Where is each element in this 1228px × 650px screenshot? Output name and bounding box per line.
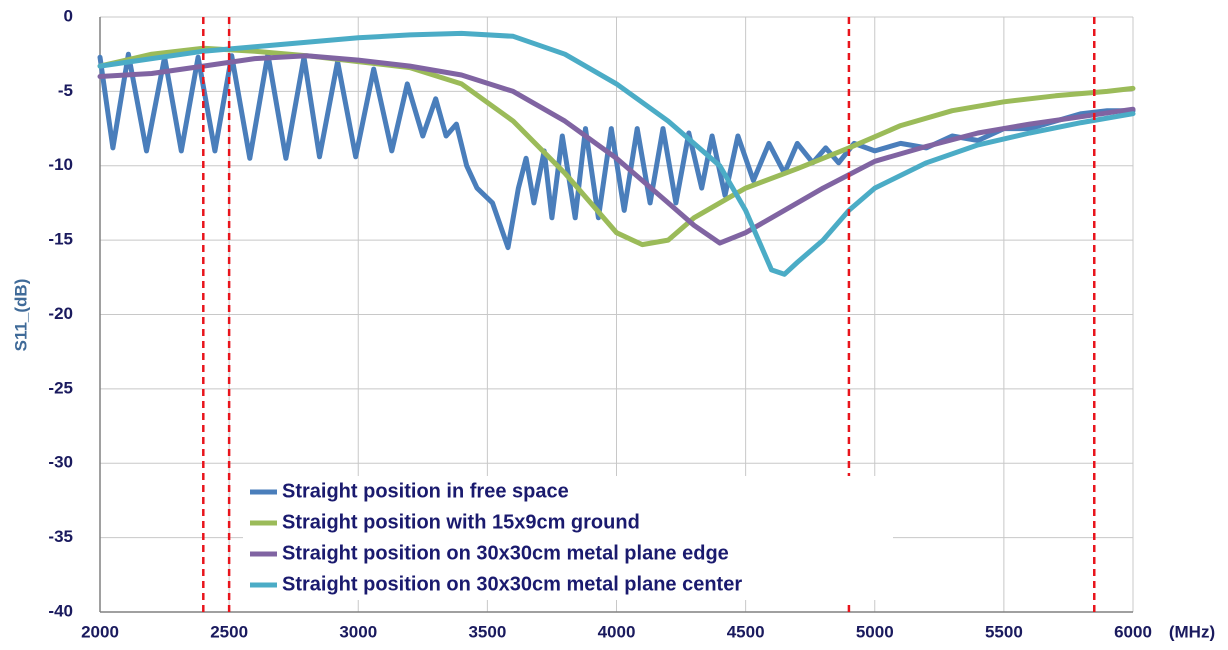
legend-label: Straight position on 30x30cm metal plane… [282, 542, 729, 564]
legend-label: Straight position with 15x9cm ground [282, 511, 640, 533]
x-tick-label: 6000 [1114, 622, 1152, 641]
x-tick-label: 3000 [339, 622, 377, 641]
y-tick-label: -20 [48, 304, 73, 323]
y-tick-label: -40 [48, 601, 73, 620]
legend-box [243, 476, 893, 600]
x-tick-label: 4000 [598, 622, 636, 641]
y-tick-label: 0 [64, 6, 73, 25]
x-tick-label: 5500 [985, 622, 1023, 641]
series-line [97, 53, 1136, 246]
x-tick-label: 5000 [856, 622, 894, 641]
y-tick-label: -15 [48, 230, 73, 249]
x-tick-label: 2500 [210, 622, 248, 641]
legend-label: Straight position in free space [282, 480, 569, 502]
x-unit: (MHz) [1169, 622, 1215, 641]
series-line [97, 30, 1136, 277]
legend-label: Straight position on 30x30cm metal plane… [282, 573, 742, 595]
x-tick-label: 2000 [81, 622, 119, 641]
x-tick-label: 3500 [468, 622, 506, 641]
y-tick-label: -30 [48, 453, 73, 472]
y-tick-label: -25 [48, 378, 73, 397]
y-tick-label: -10 [48, 155, 73, 174]
y-tick-label: -35 [48, 527, 73, 546]
x-tick-label: 4500 [727, 622, 765, 641]
y-axis-label: S11_(dB) [11, 279, 30, 352]
y-tick-label: -5 [58, 81, 73, 100]
